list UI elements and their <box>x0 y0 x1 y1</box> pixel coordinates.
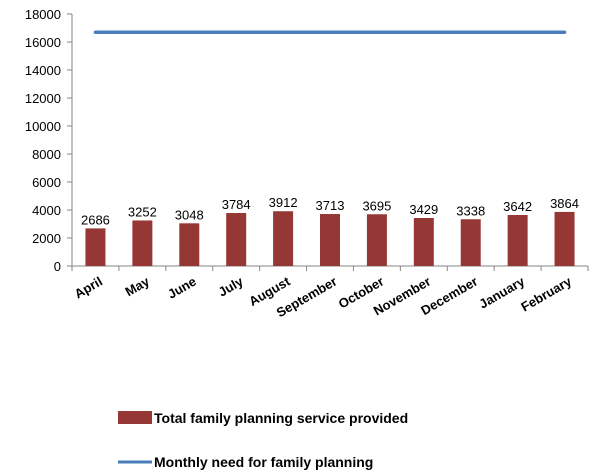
bar <box>507 215 528 266</box>
bar-value-label: 3713 <box>316 198 345 213</box>
bar <box>320 214 340 266</box>
bar-value-label: 3338 <box>456 203 485 218</box>
x-category-label: May <box>122 273 152 299</box>
x-category-label: April <box>72 274 105 302</box>
bar-value-label: 3864 <box>550 196 579 211</box>
bar-value-label: 3429 <box>409 202 438 217</box>
bar <box>554 211 575 266</box>
x-axis: April May June July AugustSeptemberOctoberNo… <box>71 265 589 320</box>
legend-label-line: Monthly need for family planning <box>154 454 373 470</box>
legend: Total family planning service provided M… <box>118 410 408 470</box>
bar <box>226 213 247 266</box>
x-category-label: June <box>165 274 199 302</box>
bar <box>85 228 106 266</box>
y-tick-label: 0 <box>54 259 61 274</box>
y-tick-label: 2000 <box>32 231 61 246</box>
bar <box>460 219 481 266</box>
y-tick-label: 12000 <box>25 91 61 106</box>
bar-value-label: 3252 <box>128 204 157 219</box>
bar-value-label: 3642 <box>503 199 532 214</box>
bar <box>179 223 200 266</box>
bar <box>366 214 387 266</box>
bar-series <box>85 211 575 266</box>
y-tick-label: 6000 <box>32 175 61 190</box>
legend-label-bar: Total family planning service provided <box>154 410 408 426</box>
y-tick-label: 16000 <box>25 35 61 50</box>
bar <box>413 217 434 266</box>
y-tick-label: 18000 <box>25 7 61 22</box>
legend-swatch-bar <box>118 411 152 424</box>
bar-value-label: 3695 <box>362 198 391 213</box>
data-labels: 2686 3252 3048 3784 3912 3713 3695 3429 3338 3642… <box>81 195 579 227</box>
bar-value-label: 2686 <box>81 212 110 227</box>
y-tick-label: 14000 <box>25 63 61 78</box>
bar <box>132 220 153 266</box>
y-axis: 0 2000 4000 6000 8000 10000 12000 14000 16000 180… <box>25 7 73 274</box>
x-category-label: July <box>216 273 247 299</box>
y-tick-label: 8000 <box>32 147 61 162</box>
y-tick-label: 4000 <box>32 203 61 218</box>
bar-value-label: 3912 <box>269 195 298 210</box>
y-tick-label: 10000 <box>25 119 61 134</box>
x-category-label: February <box>518 273 574 314</box>
bar-value-label: 3784 <box>222 197 251 212</box>
bar <box>273 211 294 266</box>
bar-value-label: 3048 <box>175 207 204 222</box>
